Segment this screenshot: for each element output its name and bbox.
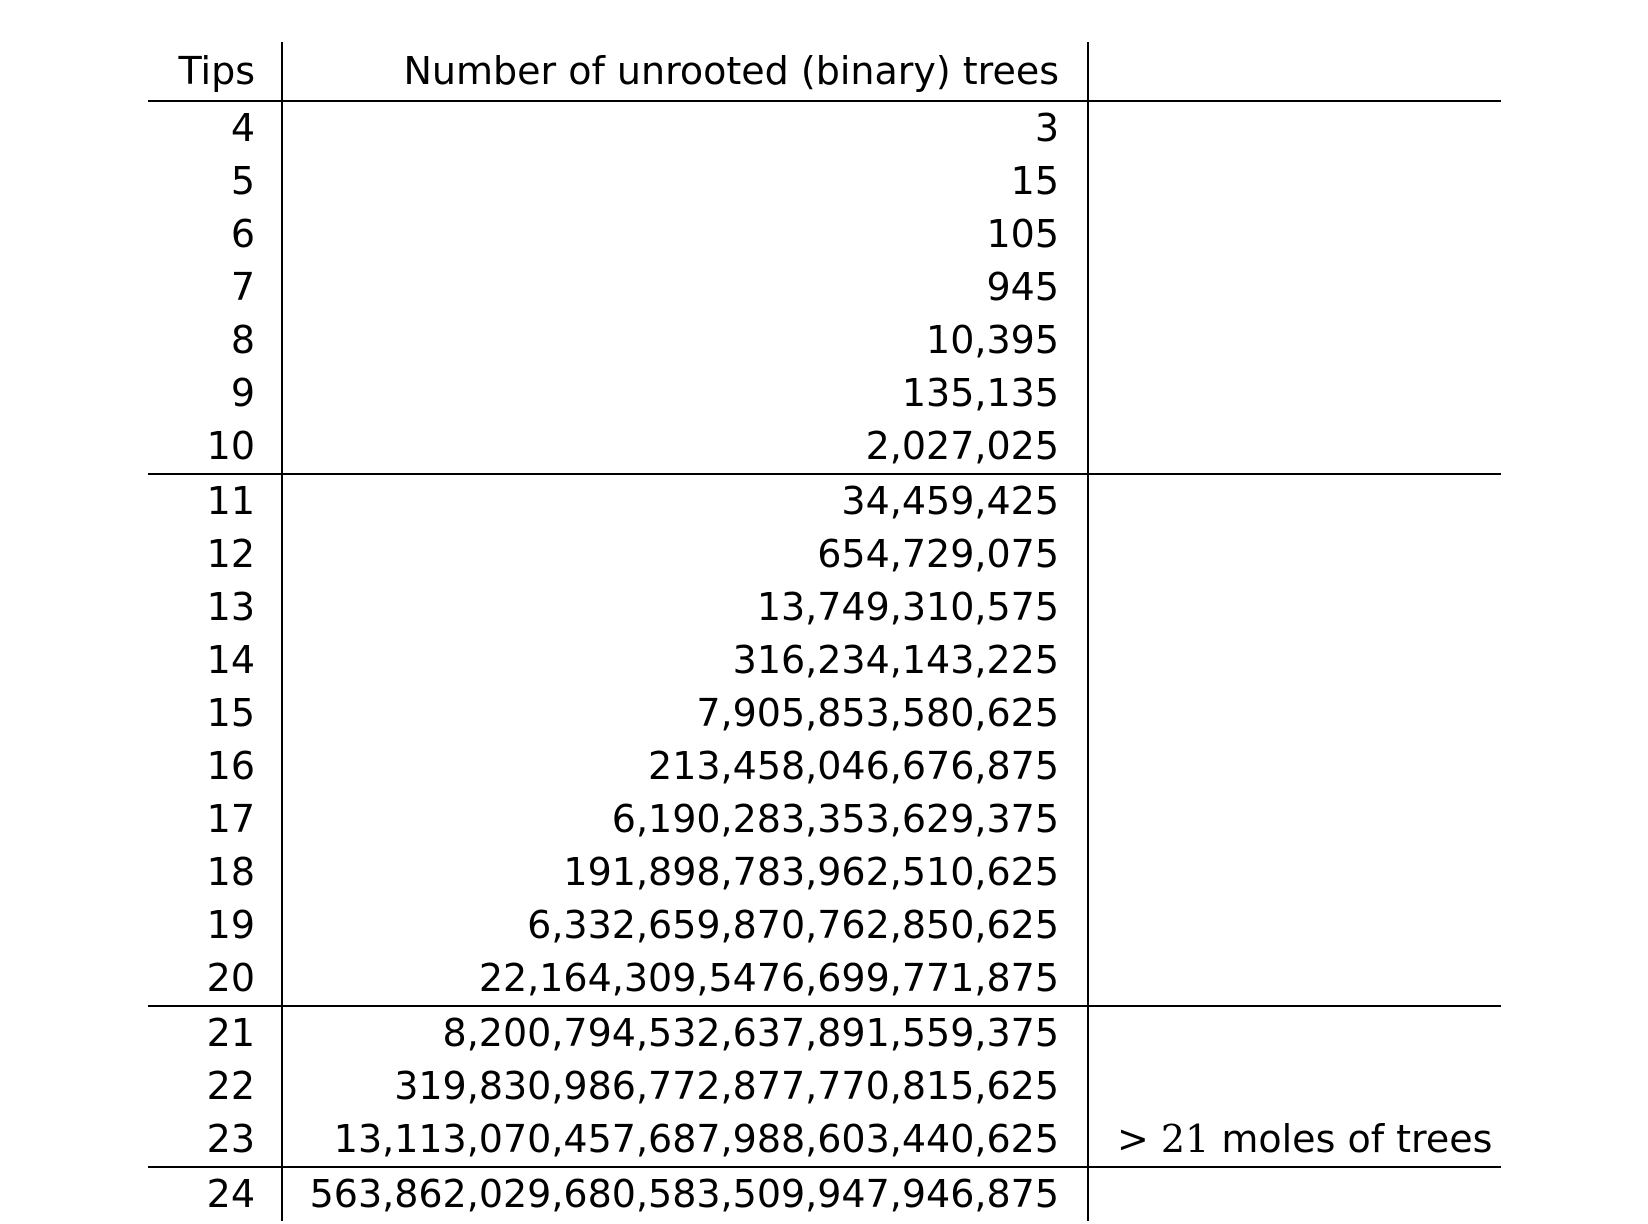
tree-count-cell: 8,200,794,532,637,891,559,375 — [282, 1006, 1089, 1060]
tree-count-cell: 15 — [282, 155, 1089, 208]
tips-cell: 19 — [148, 899, 283, 952]
tree-count-cell: 654,729,075 — [282, 528, 1089, 581]
table-row: 8 10,395 — [148, 314, 1501, 367]
tree-count-table: Tips Number of unrooted (binary) trees 4… — [148, 42, 1501, 1221]
note-math: > 21 — [1117, 1117, 1210, 1161]
table-row: 18 191,898,783,962,510,625 — [148, 846, 1501, 899]
tips-cell: 16 — [148, 740, 283, 793]
note-cell — [1088, 155, 1501, 208]
table-row: 22 319,830,986,772,877,770,815,625 — [148, 1060, 1501, 1113]
header-row: Tips Number of unrooted (binary) trees — [148, 42, 1501, 102]
tree-count-table-container: Tips Number of unrooted (binary) trees 4… — [148, 42, 1501, 1221]
tips-cell: 22 — [148, 1060, 283, 1113]
note-cell — [1088, 528, 1501, 581]
note-cell — [1088, 846, 1501, 899]
tips-cell: 7 — [148, 261, 283, 314]
table-row: 24 563,862,029,680,583,509,947,946,875 — [148, 1167, 1501, 1221]
tips-cell: 24 — [148, 1167, 283, 1221]
note-cell — [1088, 261, 1501, 314]
note-cell — [1088, 1006, 1501, 1060]
table-row: 6 105 — [148, 208, 1501, 261]
note-cell — [1088, 952, 1501, 1007]
note-cell — [1088, 208, 1501, 261]
table-row: 12 654,729,075 — [148, 528, 1501, 581]
tree-count-cell: 10,395 — [282, 314, 1089, 367]
note-cell — [1088, 420, 1501, 475]
note-cell — [1088, 367, 1501, 420]
note-text: moles of trees — [1209, 1117, 1493, 1161]
note-cell — [1088, 314, 1501, 367]
note-cell — [1088, 634, 1501, 687]
tree-count-cell: 22,164,309,5476,699,771,875 — [282, 952, 1089, 1007]
tree-count-cell: 13,749,310,575 — [282, 581, 1089, 634]
tips-cell: 12 — [148, 528, 283, 581]
tips-cell: 15 — [148, 687, 283, 740]
tips-cell: 8 — [148, 314, 283, 367]
tree-count-cell: 2,027,025 — [282, 420, 1089, 475]
tips-cell: 17 — [148, 793, 283, 846]
tree-count-cell: 316,234,143,225 — [282, 634, 1089, 687]
note-cell — [1088, 1060, 1501, 1113]
tree-count-cell: 34,459,425 — [282, 474, 1089, 528]
tips-cell: 14 — [148, 634, 283, 687]
note-cell — [1088, 474, 1501, 528]
table-row: 14 316,234,143,225 — [148, 634, 1501, 687]
table-row: 23 13,113,070,457,687,988,603,440,625 > 21… — [148, 1113, 1501, 1168]
table-row: 21 8,200,794,532,637,891,559,375 — [148, 1006, 1501, 1060]
tips-cell: 18 — [148, 846, 283, 899]
tips-cell: 20 — [148, 952, 283, 1007]
tips-cell: 11 — [148, 474, 283, 528]
tips-cell: 10 — [148, 420, 283, 475]
note-cell — [1088, 1167, 1501, 1221]
note-cell — [1088, 101, 1501, 155]
tree-count-cell: 945 — [282, 261, 1089, 314]
tips-cell: 5 — [148, 155, 283, 208]
tips-cell: 13 — [148, 581, 283, 634]
tips-cell: 9 — [148, 367, 283, 420]
tree-count-cell: 7,905,853,580,625 — [282, 687, 1089, 740]
note-cell — [1088, 740, 1501, 793]
table-row: 17 6,190,283,353,629,375 — [148, 793, 1501, 846]
table-body: 4 3 5 15 6 105 7 945 8 10,395 9 135,135 10 2,027,025 1… — [148, 101, 1501, 1221]
tree-count-cell: 105 — [282, 208, 1089, 261]
note-cell — [1088, 793, 1501, 846]
table-row: 13 13,749,310,575 — [148, 581, 1501, 634]
tips-cell: 6 — [148, 208, 283, 261]
note-cell: > 21 moles of trees — [1088, 1113, 1501, 1168]
note-cell — [1088, 899, 1501, 952]
tree-count-cell: 3 — [282, 101, 1089, 155]
tree-count-cell: 6,332,659,870,762,850,625 — [282, 899, 1089, 952]
tips-cell: 23 — [148, 1113, 283, 1168]
table-row: 20 22,164,309,5476,699,771,875 — [148, 952, 1501, 1007]
tree-count-cell: 13,113,070,457,687,988,603,440,625 — [282, 1113, 1089, 1168]
table-row: 10 2,027,025 — [148, 420, 1501, 475]
tree-count-cell: 563,862,029,680,583,509,947,946,875 — [282, 1167, 1089, 1221]
tree-count-cell: 213,458,046,676,875 — [282, 740, 1089, 793]
header-count: Number of unrooted (binary) trees — [282, 42, 1089, 102]
table-row: 5 15 — [148, 155, 1501, 208]
table-row: 16 213,458,046,676,875 — [148, 740, 1501, 793]
header-note — [1088, 42, 1501, 102]
header-tips: Tips — [148, 42, 283, 102]
note-cell — [1088, 687, 1501, 740]
tree-count-cell: 191,898,783,962,510,625 — [282, 846, 1089, 899]
tree-count-cell: 135,135 — [282, 367, 1089, 420]
tips-cell: 4 — [148, 101, 283, 155]
table-row: 19 6,332,659,870,762,850,625 — [148, 899, 1501, 952]
table-row: 7 945 — [148, 261, 1501, 314]
tips-cell: 21 — [148, 1006, 283, 1060]
tree-count-cell: 319,830,986,772,877,770,815,625 — [282, 1060, 1089, 1113]
table-row: 11 34,459,425 — [148, 474, 1501, 528]
note-cell — [1088, 581, 1501, 634]
tree-count-cell: 6,190,283,353,629,375 — [282, 793, 1089, 846]
table-row: 9 135,135 — [148, 367, 1501, 420]
table-row: 15 7,905,853,580,625 — [148, 687, 1501, 740]
